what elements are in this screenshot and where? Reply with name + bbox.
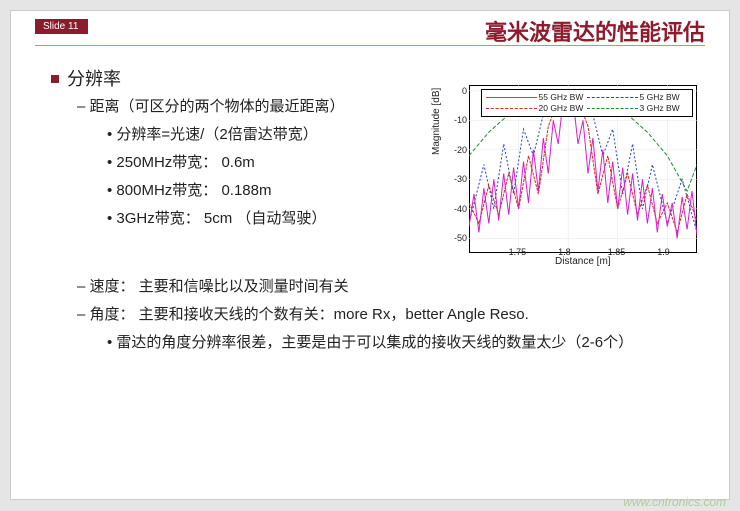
legend-20ghz: 20 GHz BW: [486, 103, 587, 114]
slide-number: Slide 11: [35, 19, 88, 34]
slide: Slide 11 毫米波雷达的性能评估 分辨率 距离（可区分的两个物体的最近距离…: [10, 10, 730, 500]
dash-speed: 速度： 主要和信噪比以及测量时间有关: [77, 275, 705, 299]
dash-angle: 角度： 主要和接收天线的个数有关：more Rx，better Angle Re…: [77, 303, 677, 327]
divider: [35, 45, 705, 46]
content: 分辨率 距离（可区分的两个物体的最近距离） 分辨率=光速/（2倍雷达带宽） 25…: [51, 65, 705, 479]
legend-55ghz: 55 GHz BW: [486, 92, 587, 103]
square-bullet-icon: [51, 75, 59, 83]
chart-legend: 55 GHz BW 5 GHz BW 20 GHz BW 3 GHz BW: [481, 89, 693, 117]
page-title: 毫米波雷达的性能评估: [485, 15, 705, 47]
header: Slide 11 毫米波雷达的性能评估: [11, 19, 729, 55]
bullet-main-text: 分辨率: [67, 69, 121, 89]
dot-angle-sub: 雷达的角度分辨率很差，主要是由于可以集成的接收天线的数量太少（2-6个）: [107, 331, 667, 355]
magnitude-chart: 55 GHz BW 5 GHz BW 20 GHz BW 3 GHz BW Ma…: [435, 65, 705, 265]
watermark: www.cntronics.com: [623, 495, 726, 509]
x-axis-label: Distance [m]: [555, 256, 611, 267]
legend-5ghz: 5 GHz BW: [587, 92, 688, 103]
legend-3ghz: 3 GHz BW: [587, 103, 688, 114]
y-axis-label: Magnitude [dB]: [431, 88, 442, 155]
